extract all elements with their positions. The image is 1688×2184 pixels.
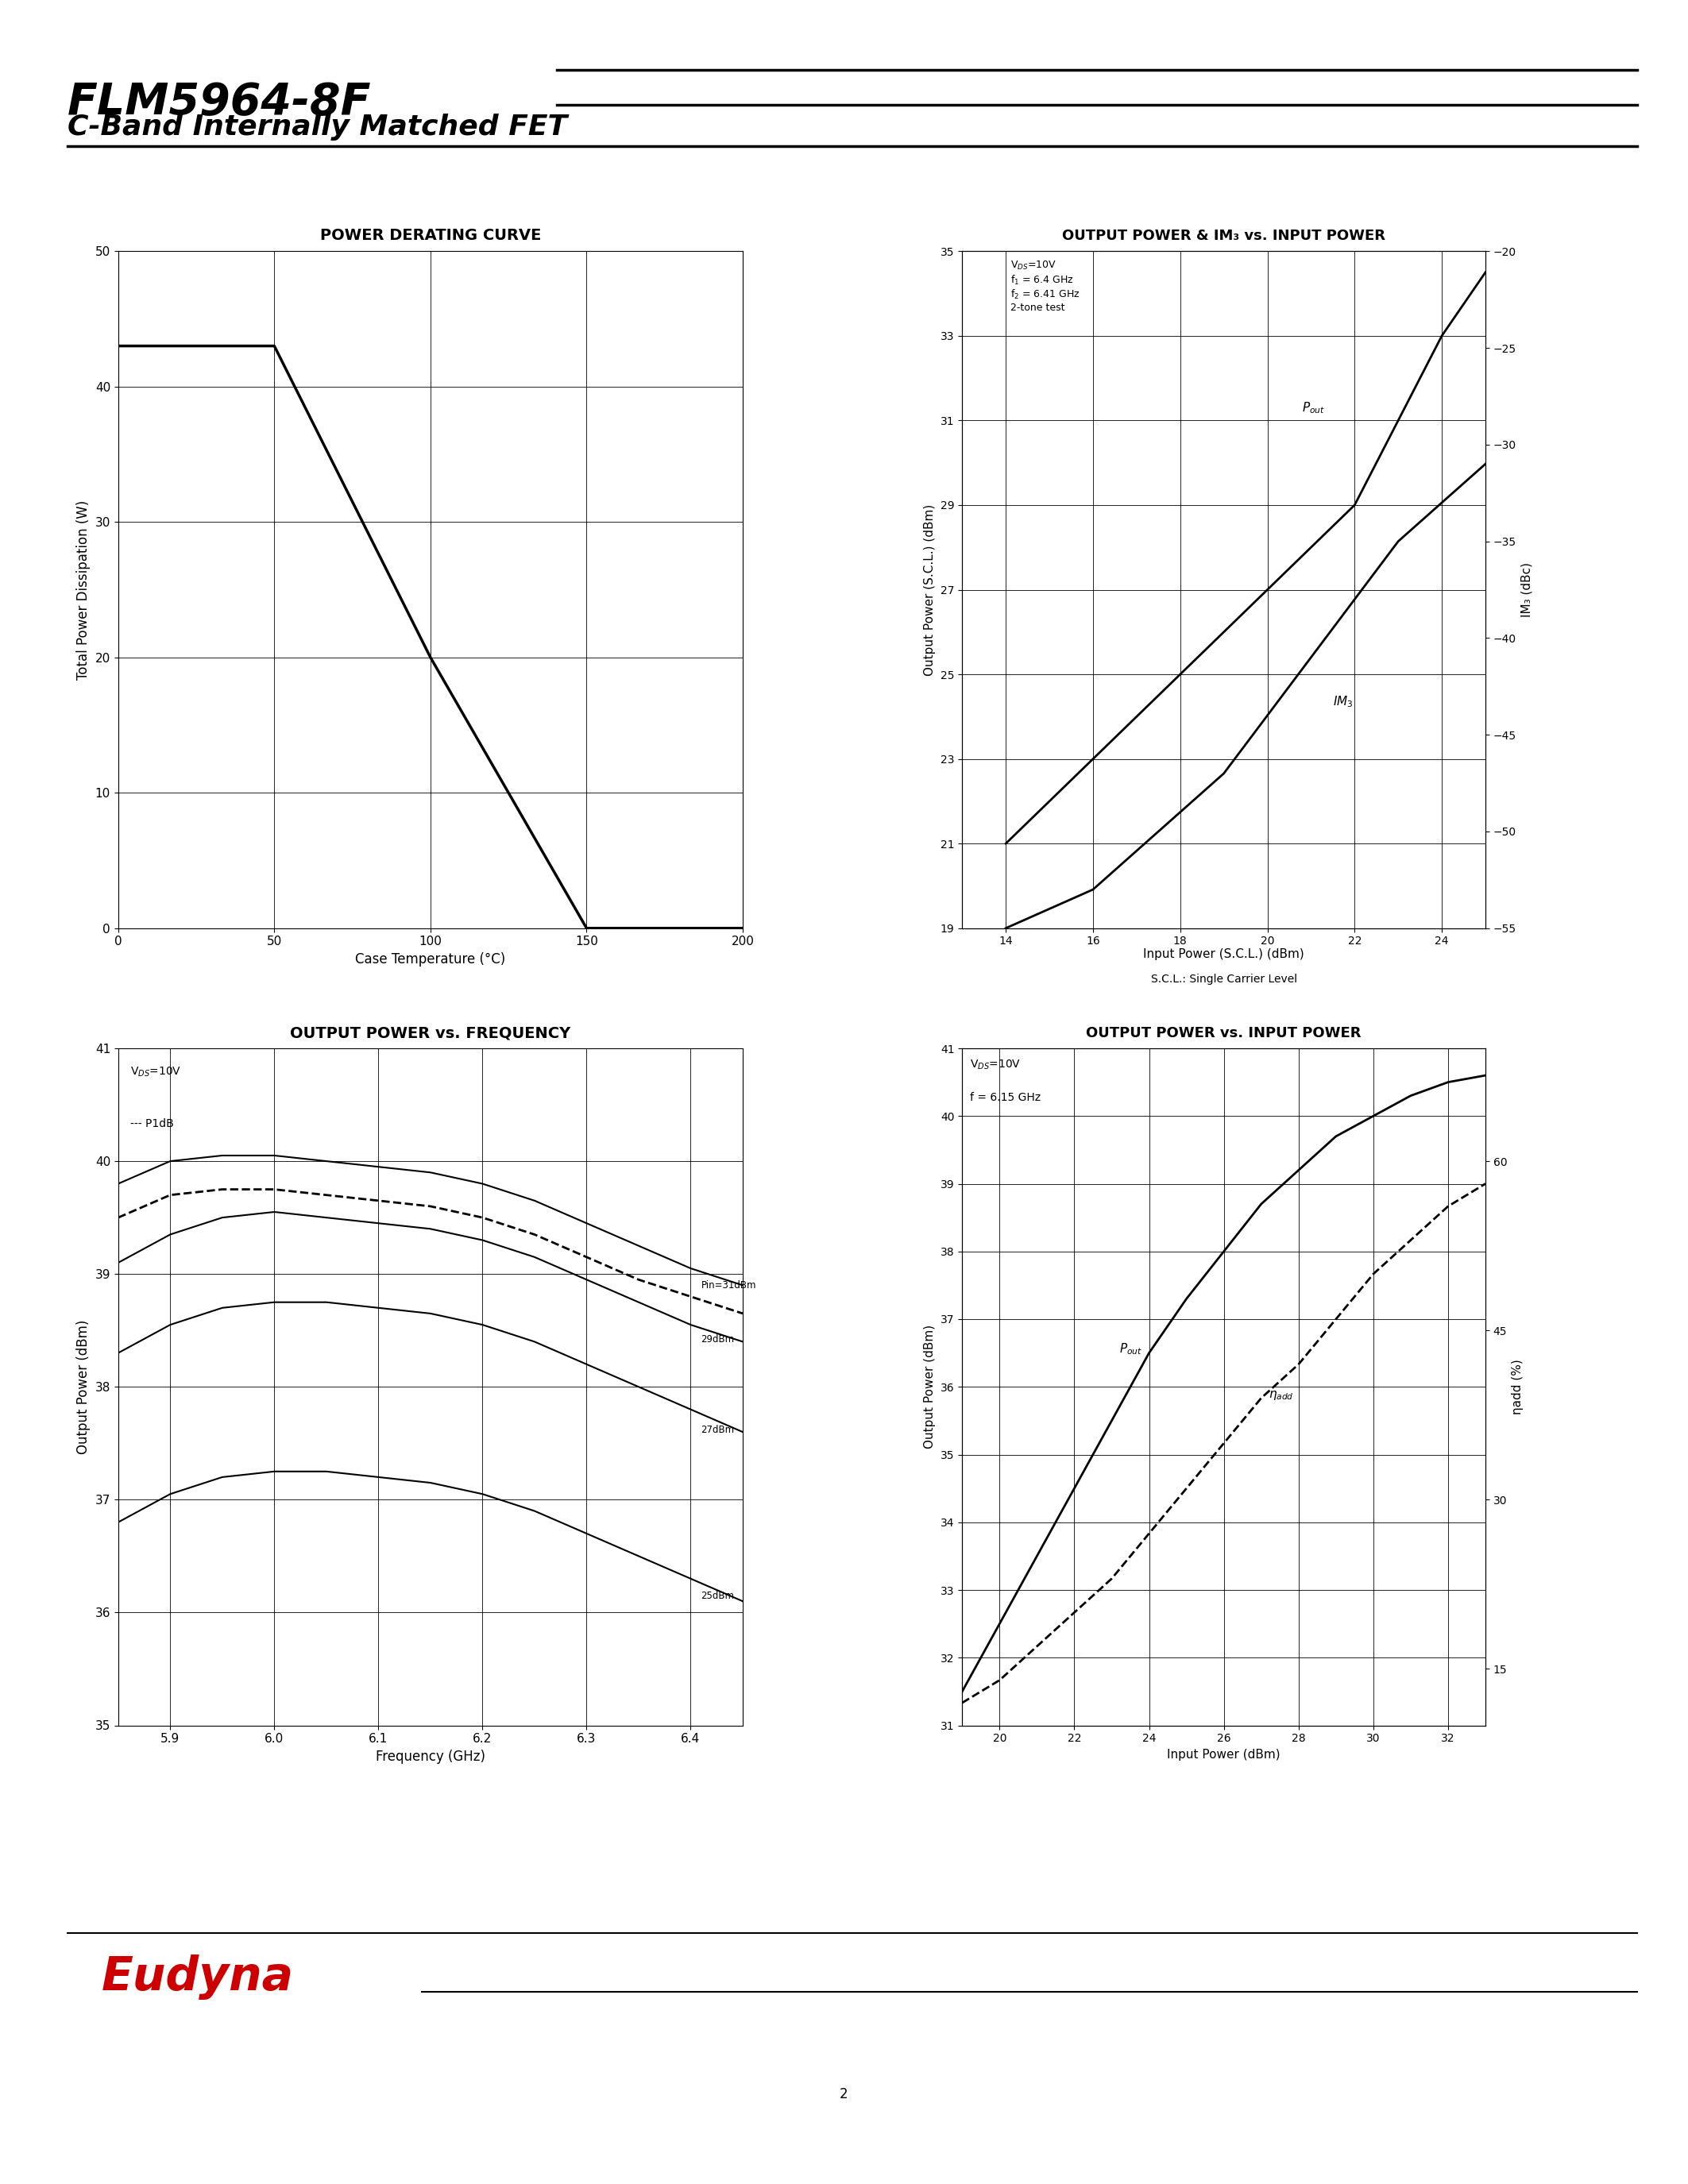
X-axis label: Frequency (GHz): Frequency (GHz) (376, 1749, 484, 1765)
Y-axis label: Total Power Dissipation (W): Total Power Dissipation (W) (76, 500, 91, 679)
Text: C-Band Internally Matched FET: C-Band Internally Matched FET (68, 114, 567, 140)
Text: V$_{DS}$=10V: V$_{DS}$=10V (969, 1059, 1021, 1072)
Text: V$_{DS}$=10V: V$_{DS}$=10V (130, 1066, 182, 1079)
Text: 27dBm: 27dBm (701, 1424, 734, 1435)
Title: OUTPUT POWER & IM₃ vs. INPUT POWER: OUTPUT POWER & IM₃ vs. INPUT POWER (1062, 229, 1386, 242)
Title: OUTPUT POWER vs. INPUT POWER: OUTPUT POWER vs. INPUT POWER (1085, 1026, 1362, 1040)
Text: 29dBm: 29dBm (701, 1334, 734, 1345)
Text: 2: 2 (841, 2086, 849, 2101)
Text: $P_{out}$: $P_{out}$ (1119, 1341, 1143, 1356)
Y-axis label: IM₃ (dBc): IM₃ (dBc) (1521, 561, 1533, 618)
Text: S.C.L.: Single Carrier Level: S.C.L.: Single Carrier Level (1151, 974, 1296, 985)
X-axis label: Input Power (dBm): Input Power (dBm) (1166, 1749, 1281, 1760)
Y-axis label: Output Power (dBm): Output Power (dBm) (923, 1326, 937, 1448)
Text: Input Power (S.C.L.) (dBm): Input Power (S.C.L.) (dBm) (1143, 948, 1305, 959)
Text: 25dBm: 25dBm (701, 1590, 734, 1601)
Y-axis label: ηadd (%): ηadd (%) (1511, 1358, 1524, 1415)
Text: Eudyna: Eudyna (101, 1955, 294, 2001)
Text: Pin=31dBm: Pin=31dBm (701, 1280, 756, 1291)
Title: OUTPUT POWER vs. FREQUENCY: OUTPUT POWER vs. FREQUENCY (290, 1024, 571, 1040)
Title: POWER DERATING CURVE: POWER DERATING CURVE (321, 227, 540, 242)
X-axis label: Case Temperature (°C): Case Temperature (°C) (354, 952, 506, 968)
Text: $P_{out}$: $P_{out}$ (1303, 402, 1325, 415)
Text: FLM5964-8F: FLM5964-8F (68, 81, 371, 124)
Text: $IM_3$: $IM_3$ (1334, 695, 1354, 710)
Text: V$_{DS}$=10V
f$_1$ = 6.4 GHz
f$_2$ = 6.41 GHz
2-tone test: V$_{DS}$=10V f$_1$ = 6.4 GHz f$_2$ = 6.4… (1009, 260, 1080, 312)
Text: --- P1dB: --- P1dB (130, 1118, 174, 1129)
Y-axis label: Output Power (S.C.L.) (dBm): Output Power (S.C.L.) (dBm) (923, 505, 935, 675)
Text: $\eta_{add}$: $\eta_{add}$ (1269, 1389, 1295, 1402)
Text: f = 6.15 GHz: f = 6.15 GHz (969, 1092, 1040, 1103)
Y-axis label: Output Power (dBm): Output Power (dBm) (76, 1319, 91, 1455)
